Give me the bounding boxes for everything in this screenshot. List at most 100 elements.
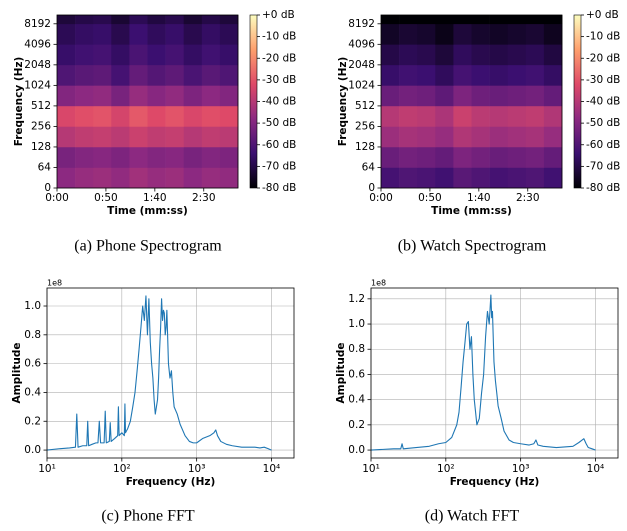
spectrogram-cell [57, 64, 76, 86]
spectrogram-cell [489, 105, 508, 127]
spectrogram-cell [381, 15, 400, 25]
caption: (b) Watch Spectrogram [398, 238, 547, 255]
spectrogram-cell [507, 15, 527, 25]
spectrogram-cell [57, 44, 76, 66]
spectrogram-cell [93, 64, 112, 86]
spectrogram-cell [111, 85, 130, 107]
x-tick-label: 1:40 [143, 192, 167, 204]
spectrogram-cell [399, 105, 418, 127]
spectrogram-cell [111, 64, 130, 86]
y-tick-label: 64 [38, 161, 52, 173]
spectrogram-cell [435, 126, 454, 148]
spectrogram-cell [183, 23, 203, 45]
y-tick-label: 0.0 [24, 444, 41, 456]
spectrogram-cell [111, 126, 130, 148]
spectrogram-cell [417, 167, 436, 189]
spectrogram-cell [381, 44, 400, 66]
y-tick-label: 64 [362, 161, 376, 173]
colorbar-tick-label: -70 dB [262, 160, 296, 172]
spectrogram-cell [57, 167, 76, 189]
y-tick-label: 8192 [24, 18, 51, 30]
colorbar-tick-label: -40 dB [262, 96, 296, 108]
spectrogram-cell [93, 44, 112, 66]
colorbar-tick-label: -70 dB [586, 160, 620, 172]
spectrogram-cell [489, 15, 508, 25]
spectrogram-cell [183, 146, 203, 168]
spectrogram-cell [93, 167, 112, 189]
spectrogram-cell [417, 126, 436, 148]
spectrogram-cell [435, 23, 454, 45]
spectrogram-cell [165, 23, 184, 45]
spectrogram-cell [381, 23, 400, 45]
spectrogram-cell [129, 105, 148, 127]
spectrogram-cell [525, 15, 545, 25]
x-tick-label: 0:50 [418, 192, 442, 204]
spectrogram-cell [435, 44, 454, 66]
colorbar-tick-label: -20 dB [586, 52, 620, 64]
spectrogram-cell [75, 146, 94, 168]
spectrogram-cell [129, 23, 148, 45]
spectrogram-cell [201, 23, 221, 45]
y-axis-title: Frequency (Hz) [337, 57, 349, 147]
spectrogram-cell [471, 85, 490, 107]
y-axis-title: Frequency (Hz) [13, 57, 25, 147]
axes-frame [46, 287, 295, 459]
colorbar-tick-label: -80 dB [586, 182, 620, 194]
spectrogram-cell [525, 44, 545, 66]
y-tick-label: 2048 [24, 59, 51, 71]
spectrogram-cell [111, 167, 130, 189]
axes-frame [380, 14, 563, 189]
spectrogram-cell [219, 23, 239, 45]
y-tick-label: 512 [355, 100, 375, 112]
spectrogram-cell [129, 126, 148, 148]
spectrogram-cell [543, 146, 563, 168]
spectrogram-cell [417, 15, 436, 25]
spectrogram-cell [381, 105, 400, 127]
spectrogram-cell [417, 64, 436, 86]
colorbar-tick-label: -60 dB [262, 139, 296, 151]
spectrogram-cell [111, 15, 130, 25]
spectrogram-cell [543, 15, 563, 25]
y-tick-label: 0.8 [348, 343, 365, 355]
spectrogram-cell [453, 105, 472, 127]
spectrogram-cell [543, 23, 563, 45]
spectrogram-cell [489, 23, 508, 45]
y-tick-label: 1024 [348, 79, 375, 91]
spectrogram-cell [201, 44, 221, 66]
spectrogram-cell [435, 15, 454, 25]
y-tick-label: 0.6 [348, 368, 365, 380]
spectrogram-cell [57, 105, 76, 127]
spectrogram-cell [399, 146, 418, 168]
x-tick-label: 10² [113, 463, 131, 475]
x-tick-label: 0:00 [45, 192, 69, 204]
y-tick-label: 0.4 [24, 386, 41, 398]
spectrogram-cell [111, 146, 130, 168]
y-tick-label: 1.0 [24, 300, 41, 312]
spectrogram-cell [57, 126, 76, 148]
spectrogram-cell [435, 64, 454, 86]
spectrogram-cell [381, 64, 400, 86]
x-tick-label: 0:50 [94, 192, 118, 204]
y-tick-label: 2048 [348, 59, 375, 71]
spectrogram-cell [201, 64, 221, 86]
x-tick-label: 10³ [512, 463, 530, 475]
spectrogram-cell [165, 64, 184, 86]
x-tick-label: 2:30 [516, 192, 540, 204]
spectrogram-cell [93, 23, 112, 45]
spectrogram-cell [399, 126, 418, 148]
spectrogram-cell [399, 44, 418, 66]
spectrogram-cell [129, 15, 148, 25]
y-tick-label: 256 [355, 120, 375, 132]
spectrogram-cell [399, 167, 418, 189]
spectrogram-cell [489, 126, 508, 148]
spectrogram-cell [129, 44, 148, 66]
spectrogram-cell [489, 44, 508, 66]
spectrogram-cell [165, 105, 184, 127]
spectrogram-cell [417, 85, 436, 107]
spectrogram-cell [57, 15, 76, 25]
y-tick-label: 0.2 [348, 419, 365, 431]
spectrogram-cell [435, 105, 454, 127]
spectrogram-cell [165, 126, 184, 148]
colorbar-tick-label: -10 dB [586, 31, 620, 43]
